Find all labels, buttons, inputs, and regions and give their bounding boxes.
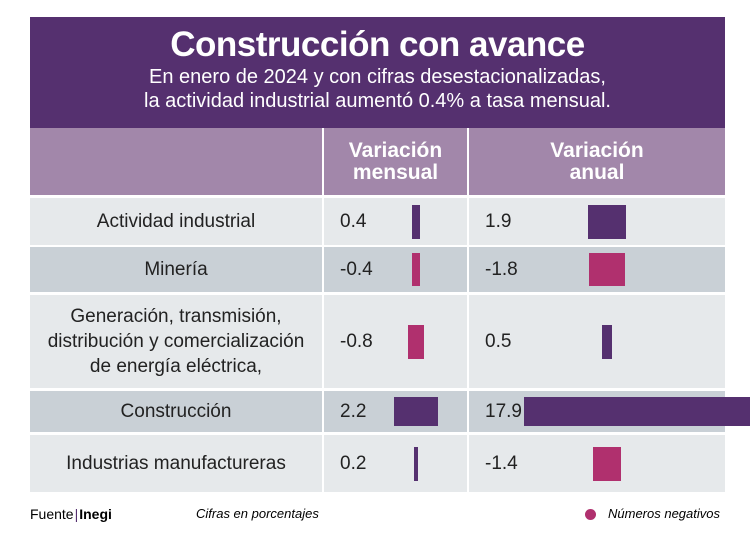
- annual-cell: 1.9: [467, 198, 725, 245]
- header-monthly-line1: Variación: [348, 138, 443, 162]
- monthly-bar: [412, 253, 420, 286]
- monthly-value: 0.2: [340, 452, 367, 474]
- monthly-cell: 0.4: [322, 198, 467, 245]
- monthly-cell: 0.2: [322, 435, 467, 492]
- annual-bar: [588, 204, 626, 239]
- header-monthly: Variación mensual: [322, 128, 467, 195]
- annual-value: -1.8: [485, 258, 518, 280]
- table-row: Minería -0.4 -1.8: [30, 247, 725, 292]
- row-label: Actividad industrial: [30, 198, 322, 245]
- table-row: Generación, transmisión, distribución y c…: [30, 295, 725, 388]
- annual-bar: [593, 446, 621, 481]
- header-annual-line1: Variación: [550, 138, 644, 162]
- table-row: Industrias manufactureras 0.2 -1.4: [30, 435, 725, 492]
- monthly-bar: [412, 204, 420, 239]
- header-monthly-line2: mensual: [352, 160, 439, 184]
- annual-bar: [524, 397, 750, 426]
- column-header-row: Variación mensual Variación anual: [30, 128, 725, 195]
- annual-cell: 0.5: [467, 295, 725, 388]
- monthly-value: 2.2: [340, 400, 367, 422]
- annual-value: 1.9: [485, 210, 512, 232]
- monthly-cell: -0.4: [322, 247, 467, 292]
- source-label: Fuente: [30, 506, 74, 522]
- monthly-bar: [408, 324, 424, 359]
- row-label: Industrias manufactureras: [30, 435, 322, 492]
- row-label-line: Actividad industrial: [96, 211, 256, 232]
- monthly-cell: 2.2: [322, 391, 467, 432]
- annual-cell: -1.4: [467, 435, 725, 492]
- row-label-line: Generación, transmisión,: [70, 306, 282, 327]
- units-note: Cifras en porcentajes: [196, 506, 319, 521]
- title-band: Construcción con avance En enero de 2024…: [30, 17, 725, 128]
- legend-dot-icon: [585, 509, 596, 520]
- table-row: Actividad industrial 0.4 1.9: [30, 198, 725, 245]
- monthly-value: -0.4: [340, 258, 373, 280]
- row-label: Construcción: [30, 391, 322, 432]
- annual-value: 17.9: [485, 400, 522, 422]
- monthly-value: -0.8: [340, 330, 373, 352]
- monthly-bar: [394, 397, 438, 426]
- annual-cell: -1.8: [467, 247, 725, 292]
- annual-cell: 17.9: [467, 391, 725, 432]
- source: Fuente|Inegi: [30, 506, 112, 522]
- monthly-value: 0.4: [340, 210, 367, 232]
- subtitle-line-2: la actividad industrial aumentó 0.4% a t…: [144, 90, 611, 112]
- row-label-line: Industrias manufactureras: [66, 453, 286, 474]
- row-label-line: de energía eléctrica,: [89, 356, 263, 377]
- source-name: Inegi: [79, 506, 112, 522]
- subtitle-line-1: En enero de 2024 y con cifras desestacio…: [149, 66, 606, 88]
- title: Construcción con avance: [170, 25, 585, 64]
- monthly-bar: [414, 446, 418, 481]
- annual-bar: [589, 253, 625, 286]
- annual-value: 0.5: [485, 330, 512, 352]
- row-label: Minería: [30, 247, 322, 292]
- row-label-line: distribución y comercialización: [47, 331, 305, 352]
- header-annual: Variación anual: [467, 128, 725, 195]
- row-label-line: Minería: [144, 259, 208, 280]
- source-divider: |: [74, 506, 79, 522]
- monthly-cell: -0.8: [322, 295, 467, 388]
- annual-value: -1.4: [485, 452, 518, 474]
- infographic: Construcción con avance En enero de 2024…: [30, 17, 750, 492]
- table-row: Construcción 2.2 17.9: [30, 391, 750, 432]
- legend-negative: Números negativos: [608, 506, 720, 521]
- row-label: Generación, transmisión, distribución y c…: [30, 295, 322, 388]
- row-label-line: Construcción: [120, 401, 232, 422]
- header-annual-line2: anual: [569, 160, 625, 184]
- annual-bar: [602, 324, 612, 359]
